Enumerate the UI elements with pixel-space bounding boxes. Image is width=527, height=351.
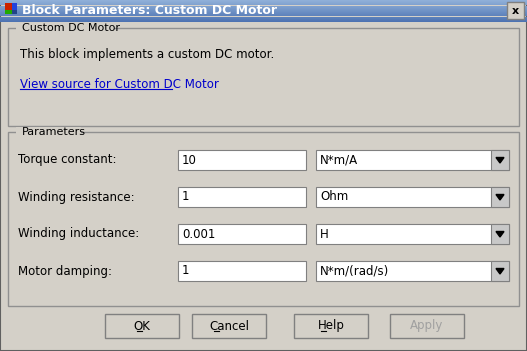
Bar	[0, 3, 527, 5]
Polygon shape	[496, 269, 504, 274]
Text: Help: Help	[318, 319, 345, 332]
Text: Block Parameters: Custom DC Motor: Block Parameters: Custom DC Motor	[22, 5, 277, 18]
Bar	[491, 261, 509, 281]
Text: N*m/(rad/s): N*m/(rad/s)	[320, 265, 389, 278]
Text: Custom DC Motor: Custom DC Motor	[22, 23, 120, 33]
Bar	[0, 15, 527, 16]
Bar	[0, 21, 527, 22]
Bar	[491, 224, 509, 244]
Text: x: x	[512, 6, 519, 15]
Bar	[0, 0, 527, 1]
Bar	[105, 314, 179, 338]
Bar	[316, 187, 509, 207]
Bar	[12, 3, 17, 10]
Text: H: H	[320, 227, 329, 240]
Text: 10: 10	[182, 153, 197, 166]
Bar	[0, 10, 527, 11]
Bar	[294, 314, 368, 338]
Bar	[178, 261, 306, 281]
Bar	[0, 1, 527, 2]
Bar	[390, 314, 464, 338]
Bar	[491, 187, 509, 207]
Bar	[0, 6, 527, 7]
Bar	[8, 132, 519, 306]
Bar	[178, 187, 306, 207]
Bar	[0, 14, 527, 15]
Text: Ohm: Ohm	[320, 191, 348, 204]
Bar	[0, 8, 527, 9]
Polygon shape	[496, 232, 504, 237]
Bar	[0, 11, 527, 12]
Text: 1: 1	[182, 191, 190, 204]
Bar	[0, 2, 527, 3]
Bar	[178, 224, 306, 244]
Bar	[316, 150, 509, 170]
Text: OK: OK	[133, 319, 150, 332]
Bar	[16, 127, 81, 137]
Bar	[0, 9, 527, 10]
Bar	[8, 28, 519, 126]
Bar	[178, 150, 306, 170]
Text: Cancel: Cancel	[209, 319, 249, 332]
Polygon shape	[496, 158, 504, 163]
Bar	[0, 20, 527, 21]
Bar	[16, 23, 114, 33]
Bar	[0, 13, 527, 14]
Text: Apply: Apply	[411, 319, 444, 332]
Text: Torque constant:: Torque constant:	[18, 153, 116, 166]
Bar	[491, 150, 509, 170]
Bar	[0, 16, 527, 18]
Bar	[192, 314, 266, 338]
Text: 1: 1	[182, 265, 190, 278]
Text: Parameters: Parameters	[22, 127, 86, 137]
Text: This block implements a custom DC motor.: This block implements a custom DC motor.	[20, 48, 274, 61]
Bar	[316, 261, 509, 281]
Text: Motor damping:: Motor damping:	[18, 265, 112, 278]
Text: Winding inductance:: Winding inductance:	[18, 227, 139, 240]
Bar	[0, 19, 527, 20]
Text: View source for Custom DC Motor: View source for Custom DC Motor	[20, 78, 219, 91]
Text: 0.001: 0.001	[182, 227, 216, 240]
Bar	[5, 3, 12, 10]
Text: N*m/A: N*m/A	[320, 153, 358, 166]
Bar	[0, 18, 527, 19]
Bar	[0, 5, 527, 6]
Bar	[0, 7, 527, 8]
Bar	[5, 10, 12, 14]
Bar	[12, 10, 17, 14]
Bar	[0, 12, 527, 13]
Polygon shape	[496, 194, 504, 200]
Bar	[316, 224, 509, 244]
Text: Winding resistance:: Winding resistance:	[18, 191, 134, 204]
Bar	[507, 2, 524, 19]
